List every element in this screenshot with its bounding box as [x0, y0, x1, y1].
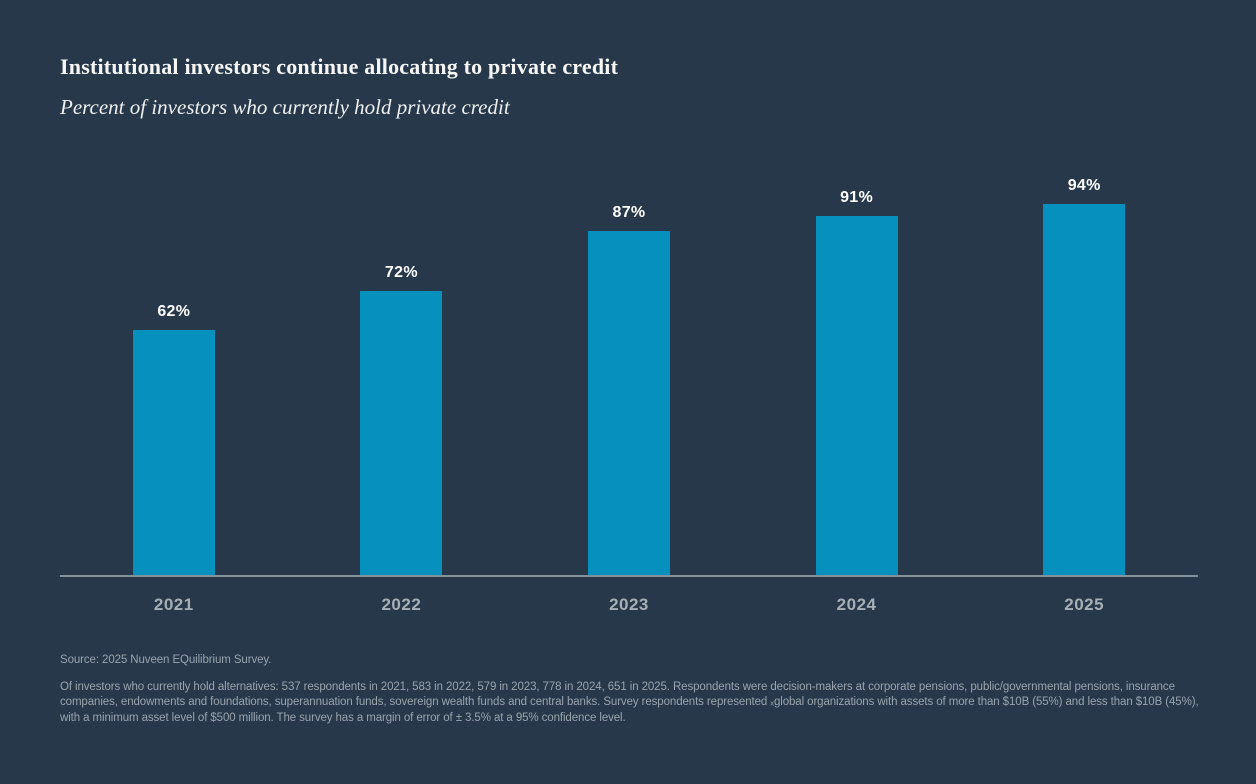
- bar-column-2024: 91%: [743, 170, 971, 576]
- x-tick-label-2021: 2021: [153, 595, 194, 614]
- bar-value-label: 87%: [612, 204, 646, 221]
- bar-column-2023: 87%: [515, 170, 743, 576]
- bar-column-2025: 94%: [970, 170, 1198, 576]
- bar-value-label: 72%: [384, 264, 418, 281]
- chart-subtitle: Percent of investors who currently hold …: [60, 95, 510, 119]
- chart-title: Institutional investors continue allocat…: [60, 54, 619, 79]
- x-axis-tick-labels: 2021 2022 2023 2024 2025: [60, 595, 1198, 615]
- bar-2022: [360, 291, 443, 576]
- bar-plot-area: 62% 72% 87% 91% 94%: [60, 170, 1198, 576]
- bar-2023: [587, 231, 670, 576]
- bar-2024: [815, 216, 898, 576]
- source-note: Source: 2025 Nuveen EQuilibrium Survey.: [60, 654, 272, 666]
- bar-column-2021: 62%: [60, 170, 288, 576]
- bar-2025: [1043, 204, 1126, 576]
- x-tick-label-2023: 2023: [609, 595, 649, 614]
- bar-2021: [132, 330, 215, 576]
- x-tick-label-2022: 2022: [381, 595, 422, 614]
- x-tick-label-2025: 2025: [1064, 595, 1105, 614]
- x-tick-label-2024: 2024: [836, 595, 877, 614]
- bar-value-label: 62%: [157, 303, 191, 320]
- x-axis-line: [60, 575, 1198, 577]
- methodology-note: Of investors who currently hold alternat…: [60, 681, 1199, 724]
- bar-value-label: 91%: [840, 189, 874, 206]
- bar-column-2022: 72%: [288, 170, 516, 576]
- bar-value-label: 94%: [1067, 177, 1101, 194]
